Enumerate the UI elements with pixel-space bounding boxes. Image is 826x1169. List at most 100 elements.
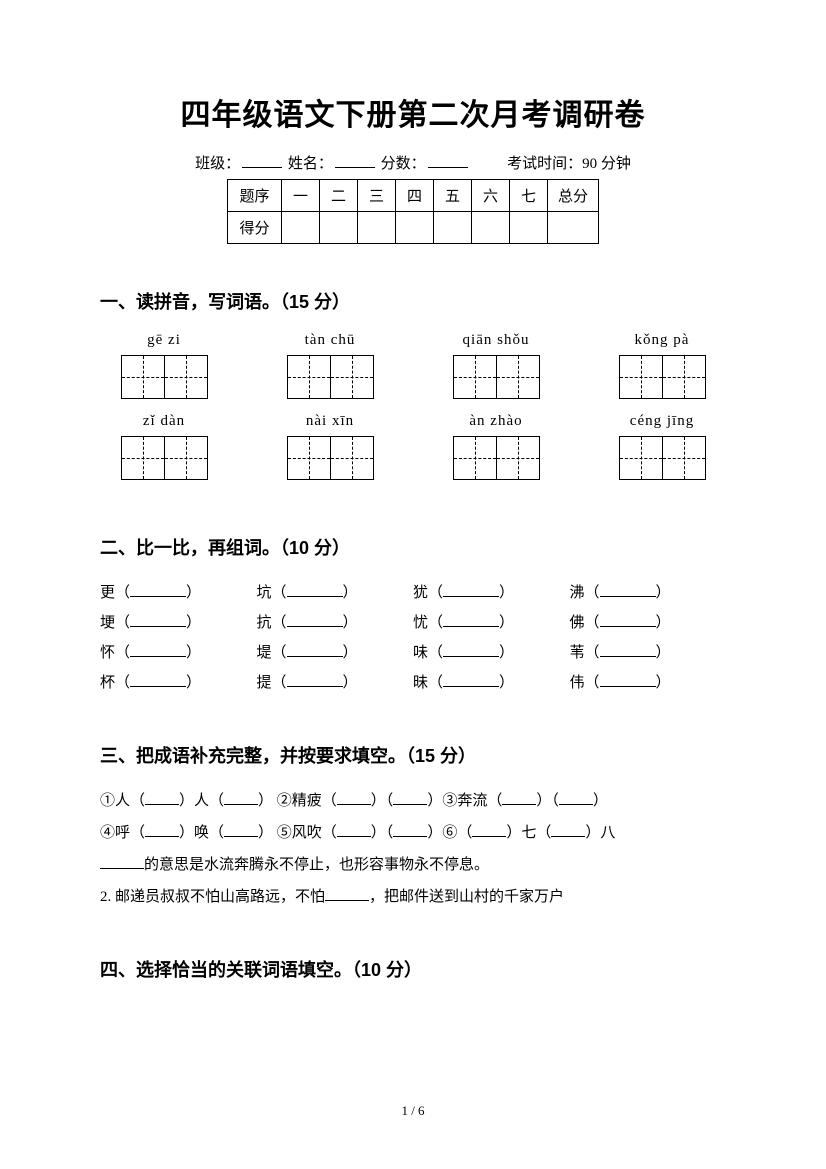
name-label: 姓名：: [288, 156, 333, 172]
answer-blank[interactable]: [325, 900, 369, 901]
answer-blank[interactable]: [559, 804, 593, 805]
answer-blank[interactable]: [600, 686, 656, 687]
compare-item: 昧（）: [413, 668, 570, 698]
answer-blank[interactable]: [287, 596, 343, 597]
answer-blank[interactable]: [443, 686, 499, 687]
answer-blank[interactable]: [443, 596, 499, 597]
section-3-heading: 三、把成语补充完整，并按要求填空。（15 分）: [100, 742, 726, 768]
compare-item: 抗（）: [257, 608, 414, 638]
score-cell[interactable]: [547, 212, 598, 244]
idiom-line-4: 2. 邮递员叔叔不怕山高路远，不怕，把邮件送到山村的千家万户: [100, 882, 726, 912]
section-2-heading: 二、比一比，再组词。（10 分）: [100, 534, 726, 560]
char-cell[interactable]: [662, 355, 706, 399]
compare-item: 忧（）: [413, 608, 570, 638]
answer-blank[interactable]: [600, 596, 656, 597]
pinyin-label: qiān shǒu: [463, 332, 530, 349]
char-cell[interactable]: [453, 355, 497, 399]
answer-blank[interactable]: [337, 836, 371, 837]
char-cell[interactable]: [164, 436, 208, 480]
score-cell[interactable]: [433, 212, 471, 244]
compare-item: 犹（）: [413, 578, 570, 608]
answer-blank[interactable]: [130, 626, 186, 627]
compare-item: 苇（）: [570, 638, 727, 668]
answer-blank[interactable]: [443, 656, 499, 657]
char-cell[interactable]: [287, 436, 331, 480]
answer-blank[interactable]: [287, 626, 343, 627]
answer-blank[interactable]: [337, 804, 371, 805]
page-title: 四年级语文下册第二次月考调研卷: [100, 90, 726, 134]
score-cell[interactable]: [471, 212, 509, 244]
answer-blank[interactable]: [224, 836, 258, 837]
pinyin-row-1: gē zi tàn chū qiān shǒu kǒng pà: [100, 332, 726, 399]
char-cell[interactable]: [619, 355, 663, 399]
answer-blank[interactable]: [551, 836, 585, 837]
compare-item: 杯（）: [100, 668, 257, 698]
pinyin-label: àn zhào: [469, 413, 522, 430]
char-cell[interactable]: [453, 436, 497, 480]
score-cell[interactable]: [509, 212, 547, 244]
char-cell[interactable]: [287, 355, 331, 399]
defen-label: 得分: [227, 212, 281, 244]
time-label: 考试时间：90 分钟: [507, 156, 631, 172]
char-cell[interactable]: [121, 436, 165, 480]
col-1: 一: [281, 180, 319, 212]
compare-item: 坑（）: [257, 578, 414, 608]
col-3: 三: [357, 180, 395, 212]
answer-blank[interactable]: [393, 804, 427, 805]
char-cell[interactable]: [330, 355, 374, 399]
answer-blank[interactable]: [287, 656, 343, 657]
name-blank[interactable]: [335, 167, 375, 168]
tixu-label: 题序: [227, 180, 281, 212]
answer-blank[interactable]: [287, 686, 343, 687]
answer-blank[interactable]: [224, 804, 258, 805]
score-cell[interactable]: [319, 212, 357, 244]
pinyin-label: zǐ dàn: [143, 413, 185, 430]
pinyin-label: céng jīng: [630, 413, 694, 430]
idiom-body: ①人（）人（） ②精疲（）（）③奔流（）（） ④呼（）唤（） ⑤风吹（）（）⑥（…: [100, 786, 726, 912]
answer-blank[interactable]: [393, 836, 427, 837]
char-cell[interactable]: [619, 436, 663, 480]
answer-blank[interactable]: [145, 836, 179, 837]
pinyin-row-2: zǐ dàn nài xīn àn zhào céng jīng: [100, 413, 726, 480]
char-cell[interactable]: [164, 355, 208, 399]
answer-blank[interactable]: [443, 626, 499, 627]
pinyin-item: nài xīn: [270, 413, 390, 480]
answer-blank[interactable]: [100, 868, 144, 869]
pinyin-label: tàn chū: [305, 332, 356, 349]
answer-blank[interactable]: [600, 656, 656, 657]
compare-item: 堤（）: [257, 638, 414, 668]
compare-item: 佛（）: [570, 608, 727, 638]
answer-blank[interactable]: [600, 626, 656, 627]
answer-blank[interactable]: [130, 686, 186, 687]
char-cell[interactable]: [496, 355, 540, 399]
answer-blank[interactable]: [502, 804, 536, 805]
col-7: 七: [509, 180, 547, 212]
compare-item: 更（）: [100, 578, 257, 608]
compare-item: 伟（）: [570, 668, 727, 698]
compare-item: 怀（）: [100, 638, 257, 668]
score-label: 分数：: [381, 156, 426, 172]
pinyin-item: tàn chū: [270, 332, 390, 399]
answer-blank[interactable]: [472, 836, 506, 837]
score-cell[interactable]: [281, 212, 319, 244]
col-6: 六: [471, 180, 509, 212]
char-cell[interactable]: [121, 355, 165, 399]
col-2: 二: [319, 180, 357, 212]
answer-blank[interactable]: [130, 656, 186, 657]
pinyin-item: zǐ dàn: [104, 413, 224, 480]
char-cell[interactable]: [330, 436, 374, 480]
compare-item: 味（）: [413, 638, 570, 668]
char-cell[interactable]: [662, 436, 706, 480]
score-blank[interactable]: [428, 167, 468, 168]
answer-blank[interactable]: [145, 804, 179, 805]
score-cell[interactable]: [357, 212, 395, 244]
col-5: 五: [433, 180, 471, 212]
char-cell[interactable]: [496, 436, 540, 480]
class-blank[interactable]: [242, 167, 282, 168]
col-4: 四: [395, 180, 433, 212]
section-1-heading: 一、读拼音，写词语。（15 分）: [100, 288, 726, 314]
pinyin-item: àn zhào: [436, 413, 556, 480]
answer-blank[interactable]: [130, 596, 186, 597]
score-cell[interactable]: [395, 212, 433, 244]
compare-item: 埂（）: [100, 608, 257, 638]
